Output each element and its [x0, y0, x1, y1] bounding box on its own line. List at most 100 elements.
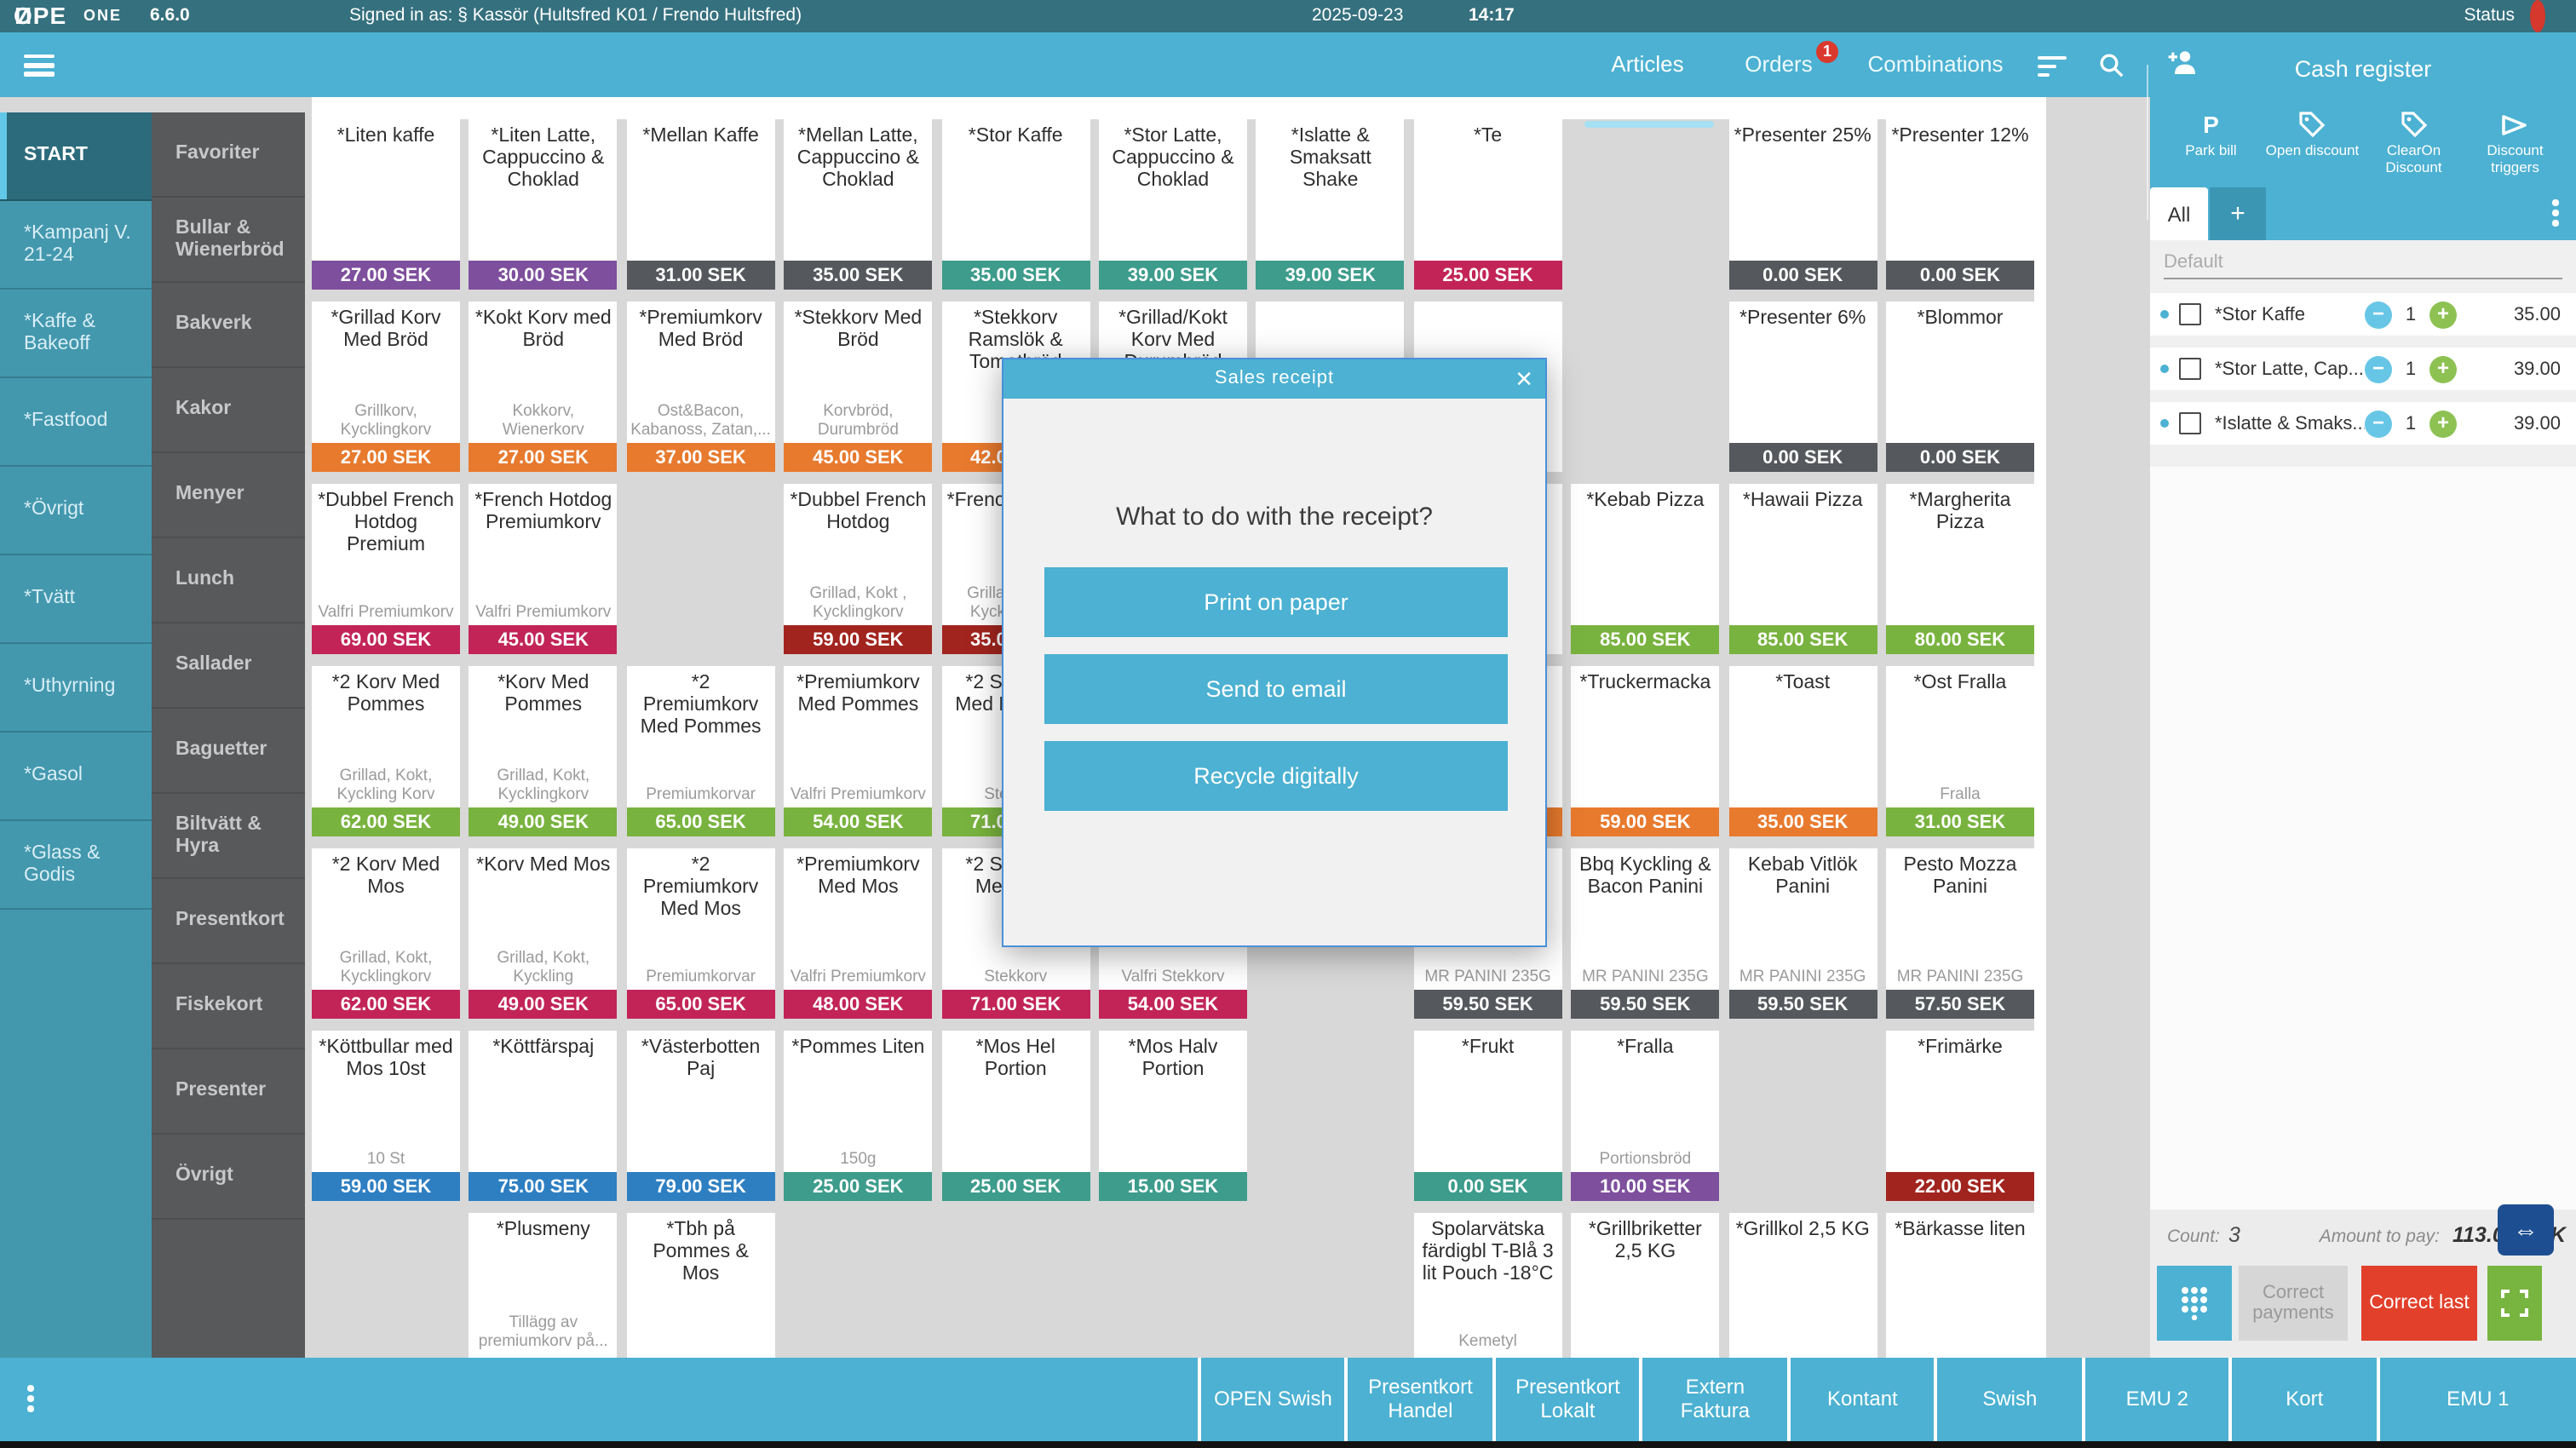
product-tile[interactable]: *2 Premiumkorv Med Mos Premiumkorvar 65.00… — [626, 848, 775, 1019]
send-to-email-button[interactable]: Send to email — [1044, 654, 1508, 724]
sidebar-item-biltv-tt-hyra[interactable]: Biltvätt & Hyra — [152, 794, 305, 879]
sidebar-item--fastfood[interactable]: *Fastfood — [0, 378, 152, 467]
product-tile[interactable]: *Premiumkorv Med Pommes Valfri Premiumkor… — [784, 666, 933, 836]
cart-tab-add[interactable]: + — [2210, 187, 2266, 240]
product-tile[interactable]: *Blommor 0.00 SEK — [1886, 302, 2034, 472]
product-tile[interactable]: *Te 25.00 SEK — [1413, 119, 1562, 290]
sidebar-item--vrigt[interactable]: *Övrigt — [0, 467, 152, 555]
item-checkbox[interactable] — [2179, 412, 2201, 434]
sidebar-item-baguetter[interactable]: Baguetter — [152, 709, 305, 794]
product-tile[interactable]: *Mos Hel Portion 25.00 SEK — [941, 1031, 1090, 1201]
product-tile[interactable]: *Kebab Pizza 85.00 SEK — [1571, 484, 1720, 654]
sort-filter-icon[interactable] — [2038, 56, 2068, 78]
product-tile[interactable]: Spolarvätska färdigbl T-Blå 3 lit Pouch … — [1413, 1213, 1562, 1358]
sidebar-item-fiskekort[interactable]: Fiskekort — [152, 964, 305, 1049]
payment-button-kontant[interactable]: Kontant — [1786, 1358, 1935, 1441]
product-tile[interactable]: Pesto Mozza Panini MR PANINI 235G 57.50 SE… — [1886, 848, 2034, 1019]
grid-scrollbar[interactable] — [2034, 97, 2046, 1358]
correct-payments-button[interactable]: Correct payments — [2239, 1266, 2348, 1341]
sidebar-item--tv-tt[interactable]: *Tvätt — [0, 555, 152, 644]
sidebar-item--glass-godis[interactable]: *Glass & Godis — [0, 821, 152, 910]
sidebar-item-bakverk[interactable]: Bakverk — [152, 283, 305, 368]
increase-qty-button[interactable]: + — [2429, 355, 2457, 382]
product-tile[interactable]: *Frukt 0.00 SEK — [1413, 1031, 1562, 1201]
remote-support-icon[interactable]: ⇔ — [2498, 1204, 2554, 1256]
payment-button-emu-1[interactable]: EMU 1 — [2376, 1358, 2576, 1441]
sidebar-item-kakor[interactable]: Kakor — [152, 368, 305, 453]
tab-combinations[interactable]: Combinations — [1867, 51, 2004, 77]
product-tile[interactable]: *Stor Latte, Cappuccino & Choklad 39.00 S… — [1099, 119, 1247, 290]
product-tile[interactable]: *Ost Fralla Fralla 31.00 SEK — [1886, 666, 2034, 836]
sidebar-item-sallader[interactable]: Sallader — [152, 623, 305, 709]
product-tile[interactable]: *Toast 35.00 SEK — [1728, 666, 1877, 836]
search-icon[interactable] — [2099, 53, 2125, 78]
product-tile[interactable]: *Truckermacka 59.00 SEK — [1571, 666, 1720, 836]
sidebar-item-favoriter[interactable]: Favoriter — [152, 112, 305, 198]
item-checkbox[interactable] — [2179, 303, 2201, 325]
product-tile[interactable]: *French Hotdog Premiumkorv Valfri Premium… — [469, 484, 618, 654]
clearon-discount-button[interactable]: ClearOn Discount — [2363, 107, 2464, 175]
increase-qty-button[interactable]: + — [2429, 410, 2457, 437]
cart-item-row[interactable]: *Islatte & Smaks... −1 +39.00 — [2150, 402, 2576, 445]
sidebar-item-start[interactable]: START — [0, 112, 152, 201]
product-tile[interactable]: *Presenter 12% 0.00 SEK — [1886, 119, 2034, 290]
product-tile[interactable]: *Grillkol 2,5 KG — [1728, 1213, 1877, 1358]
sidebar-item-presentkort[interactable]: Presentkort — [152, 879, 305, 964]
payment-button-presentkort-lokalt[interactable]: Presentkort Lokalt — [1492, 1358, 1640, 1441]
product-tile[interactable]: *Pommes Liten 150g 25.00 SEK — [784, 1031, 933, 1201]
product-tile[interactable]: *Liten kaffe 27.00 SEK — [312, 119, 460, 290]
sidebar-item--gasol[interactable]: *Gasol — [0, 733, 152, 821]
product-tile[interactable]: *2 Korv Med Pommes Grillad, Kokt, Kycklin… — [312, 666, 460, 836]
product-tile[interactable]: *Presenter 25% 0.00 SEK — [1728, 119, 1877, 290]
sidebar-item--kaffe-bakeoff[interactable]: *Kaffe & Bakeoff — [0, 290, 152, 378]
increase-qty-button[interactable]: + — [2429, 301, 2457, 328]
product-tile[interactable]: *Bärkasse liten — [1886, 1213, 2034, 1358]
product-tile[interactable]: *Köttbullar med Mos 10st 10 St 59.00 SEK — [312, 1031, 460, 1201]
decrease-qty-button[interactable]: − — [2365, 355, 2392, 382]
open-discount-button[interactable]: Open discount — [2262, 107, 2363, 175]
payment-menu-icon[interactable] — [27, 1385, 34, 1416]
product-tile[interactable]: *Stor Kaffe 35.00 SEK — [941, 119, 1090, 290]
decrease-qty-button[interactable]: − — [2365, 410, 2392, 437]
product-tile[interactable]: *Västerbotten Paj 79.00 SEK — [626, 1031, 775, 1201]
payment-button-presentkort-handel[interactable]: Presentkort Handel — [1344, 1358, 1492, 1441]
fullscreen-icon[interactable] — [2487, 1266, 2542, 1341]
sidebar-item-bullar-wienerbr-d[interactable]: Bullar & Wienerbröd — [152, 198, 305, 283]
payment-button-kort[interactable]: Kort — [2228, 1358, 2377, 1441]
product-tile[interactable]: Bbq Kyckling & Bacon Panini MR PANINI 235… — [1571, 848, 1720, 1019]
add-customer-icon[interactable] — [2167, 49, 2198, 75]
payment-button-extern-faktura[interactable]: Extern Faktura — [1639, 1358, 1787, 1441]
product-tile[interactable]: *2 Premiumkorv Med Pommes Premiumkorvar 65… — [626, 666, 775, 836]
product-tile[interactable]: *Presenter 6% 0.00 SEK — [1728, 302, 1877, 472]
menu-icon[interactable] — [24, 55, 55, 77]
item-checkbox[interactable] — [2179, 358, 2201, 380]
sidebar-item-menyer[interactable]: Menyer — [152, 453, 305, 538]
recycle-digitally-button[interactable]: Recycle digitally — [1044, 741, 1508, 811]
correct-last-button[interactable]: Correct last — [2361, 1266, 2477, 1341]
product-tile[interactable]: Kebab Vitlök Panini MR PANINI 235G 59.50 S… — [1728, 848, 1877, 1019]
default-input[interactable]: Default — [2164, 249, 2562, 279]
product-tile[interactable]: *Hawaii Pizza 85.00 SEK — [1728, 484, 1877, 654]
cart-menu-icon[interactable] — [2552, 199, 2559, 230]
sidebar-item--kampanj-v-21-24[interactable]: *Kampanj V. 21-24 — [0, 201, 152, 290]
payment-button-open-swish[interactable]: OPEN Swish — [1198, 1358, 1345, 1441]
product-tile[interactable]: *Korv Med Pommes Grillad, Kokt, Kycklingk… — [469, 666, 618, 836]
park-bill-button[interactable]: P Park bill — [2160, 107, 2262, 175]
keypad-button[interactable] — [2157, 1266, 2232, 1341]
product-tile[interactable]: *Plusmeny Tillägg av premiumkorv på... — [469, 1213, 618, 1358]
product-tile[interactable]: *Premiumkorv Med Mos Valfri Premiumkorv 48… — [784, 848, 933, 1019]
decrease-qty-button[interactable]: − — [2365, 301, 2392, 328]
product-tile[interactable]: *Mos Halv Portion 15.00 SEK — [1099, 1031, 1247, 1201]
product-tile[interactable]: *Fralla Portionsbröd 10.00 SEK — [1571, 1031, 1720, 1201]
sidebar-item-presenter[interactable]: Presenter — [152, 1049, 305, 1135]
product-tile[interactable]: *Premiumkorv Med Bröd Ost&Bacon, Kabanoss… — [626, 302, 775, 472]
product-tile[interactable]: *Stekkorv Med Bröd Korvbröd, Durumbröd 45.… — [784, 302, 933, 472]
product-tile[interactable]: *Tbh på Pommes & Mos — [626, 1213, 775, 1358]
cart-tab-all[interactable]: All — [2150, 187, 2208, 240]
cart-item-row[interactable]: *Stor Kaffe −1 +35.00 — [2150, 293, 2576, 336]
tab-articles[interactable]: Articles — [1611, 51, 1684, 77]
sidebar-item--vrigt[interactable]: Övrigt — [152, 1135, 305, 1220]
cart-item-row[interactable]: *Stor Latte, Cap... −1 +39.00 — [2150, 348, 2576, 390]
product-tile[interactable]: *Dubbel French Hotdog Grillad, Kokt , Kyc… — [784, 484, 933, 654]
payment-button-emu-2[interactable]: EMU 2 — [2081, 1358, 2229, 1441]
